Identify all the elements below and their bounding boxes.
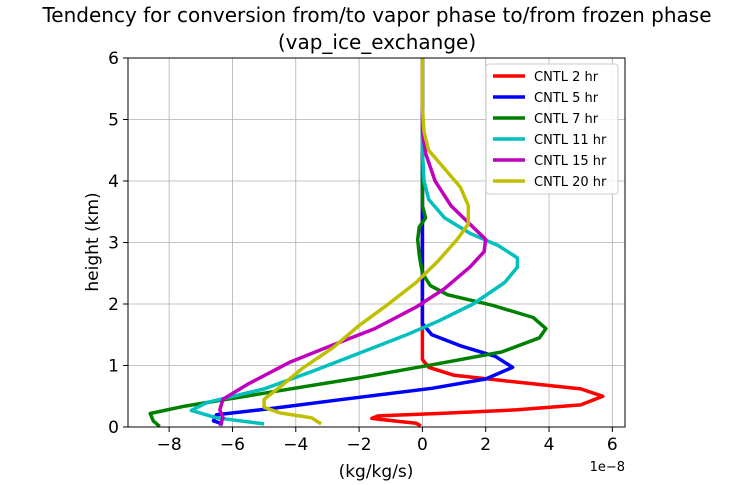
y-tick-label: 4 xyxy=(108,172,119,192)
series-line-5 xyxy=(218,58,488,427)
chart-title: Tendency for conversion from/to vapor ph… xyxy=(41,3,711,27)
axis-ticks: −8 −6 −4 −2 0 2 4 6 0 1 2 3 4 5 6 xyxy=(108,49,618,455)
series-line-6 xyxy=(262,58,471,426)
legend-label: CNTL 15 hr xyxy=(534,154,607,169)
chart-subtitle: (vap_ice_exchange) xyxy=(278,30,476,54)
legend-label: CNTL 2 hr xyxy=(534,70,599,85)
x-tick-label: −6 xyxy=(220,435,245,455)
y-tick-label: 5 xyxy=(108,111,119,131)
x-tick-label: −8 xyxy=(157,435,182,455)
x-tick-label: 6 xyxy=(607,435,618,455)
x-tick-label: −2 xyxy=(347,435,372,455)
x-tick-label: 2 xyxy=(480,435,491,455)
x-tick-label: −4 xyxy=(283,435,308,455)
series-line-2 xyxy=(211,58,515,426)
legend-label: CNTL 11 hr xyxy=(534,133,607,148)
legend: CNTL 2 hr CNTL 5 hr CNTL 7 hr CNTL 11 hr CNT… xyxy=(485,63,619,195)
y-tick-label: 3 xyxy=(108,234,119,254)
x-tick-label: 0 xyxy=(417,435,428,455)
y-tick-label: 2 xyxy=(108,295,119,315)
y-tick-label: 0 xyxy=(108,418,119,438)
legend-label: CNTL 20 hr xyxy=(534,175,607,190)
legend-label: CNTL 5 hr xyxy=(534,91,599,106)
y-tick-label: 6 xyxy=(108,49,119,69)
series-line-3 xyxy=(148,58,548,428)
x-axis-label: (kg/kg/s) xyxy=(339,462,414,482)
series-lines xyxy=(148,58,605,428)
y-tick-label: 1 xyxy=(108,357,119,377)
series-line-4 xyxy=(189,58,520,426)
legend-label: CNTL 7 hr xyxy=(534,112,599,127)
x-tick-label: 4 xyxy=(544,435,555,455)
x-axis-scale-exponent: 1e−8 xyxy=(590,460,625,475)
y-axis-label: height (km) xyxy=(83,192,103,291)
